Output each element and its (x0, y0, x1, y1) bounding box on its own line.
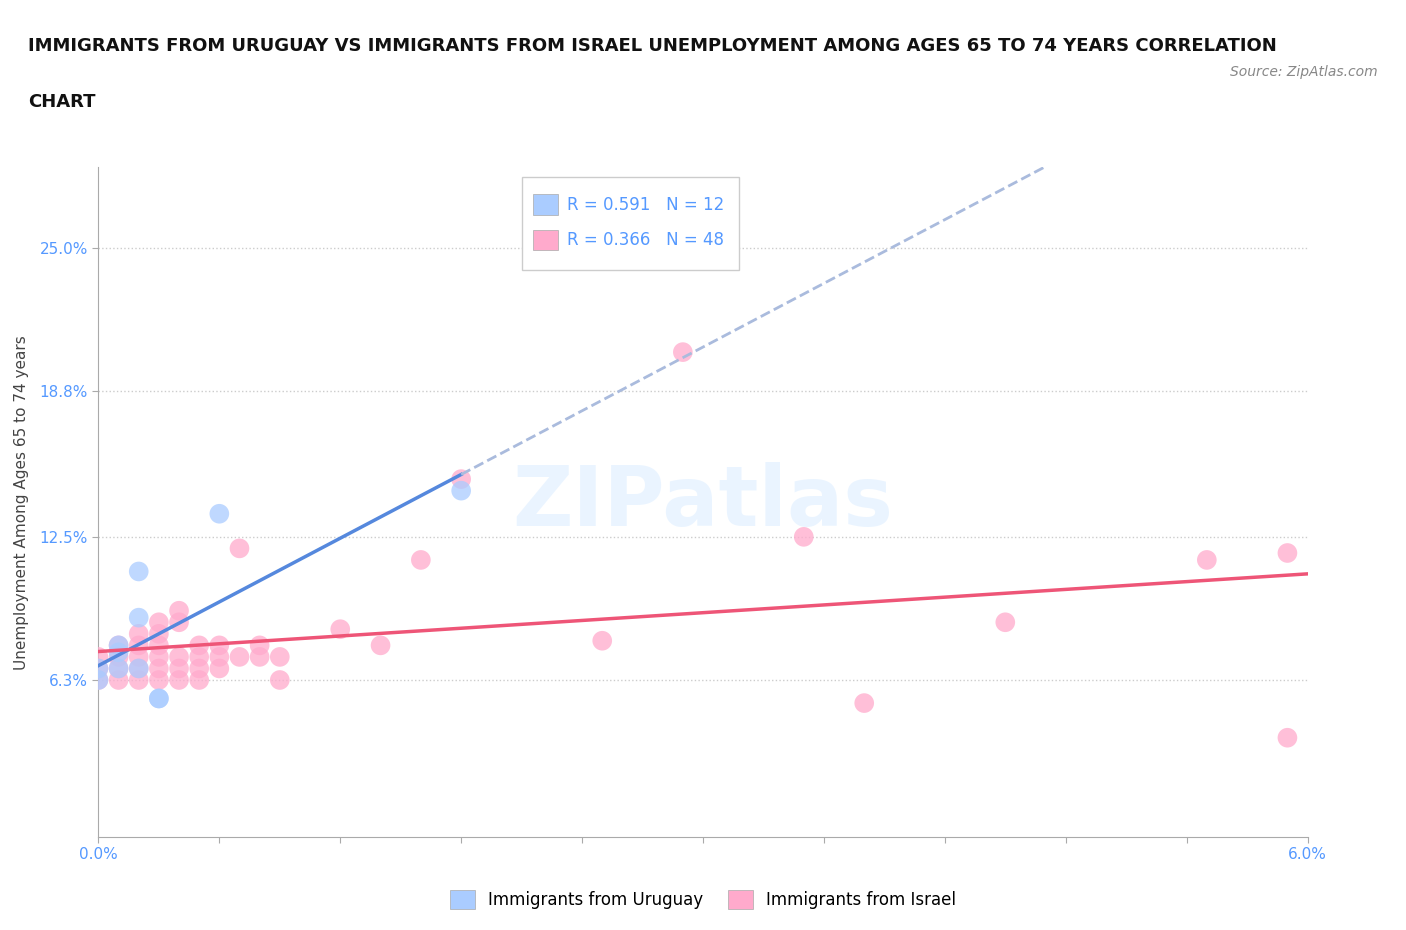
Point (188, 638, 211, 653)
Point (107, 638, 129, 653)
Point (87, 661, 110, 676)
Text: CHART: CHART (28, 93, 96, 111)
Point (208, 661, 231, 676)
Point (409, 552, 432, 567)
Point (450, 484, 472, 498)
Point (228, 649, 250, 664)
Point (148, 691, 170, 706)
Point (148, 638, 170, 653)
Point (148, 661, 170, 676)
Text: ZIPatlas: ZIPatlas (513, 461, 893, 543)
Point (148, 615, 170, 630)
Legend: Immigrants from Uruguay, Immigrants from Israel: Immigrants from Uruguay, Immigrants from… (443, 884, 963, 916)
Point (148, 691, 170, 706)
Text: R = 0.366   N = 48: R = 0.366 N = 48 (567, 231, 724, 249)
Point (87, 672, 110, 687)
Point (167, 649, 190, 664)
Point (128, 661, 150, 676)
Point (329, 622, 352, 637)
Point (1195, 552, 1218, 567)
Point (167, 604, 190, 618)
Point (1277, 730, 1299, 745)
Point (87, 672, 110, 687)
Point (188, 672, 211, 687)
Point (1277, 546, 1299, 561)
Point (128, 610, 150, 625)
Text: IMMIGRANTS FROM URUGUAY VS IMMIGRANTS FROM ISRAEL UNEMPLOYMENT AMONG AGES 65 TO : IMMIGRANTS FROM URUGUAY VS IMMIGRANTS FR… (28, 37, 1277, 55)
Point (167, 615, 190, 630)
Point (148, 627, 170, 642)
Point (208, 638, 231, 653)
Point (188, 661, 211, 676)
Point (148, 672, 170, 687)
Point (87, 661, 110, 676)
Point (107, 672, 129, 687)
Point (591, 633, 613, 648)
Point (450, 472, 472, 486)
Point (128, 649, 150, 664)
Point (208, 649, 231, 664)
Point (128, 564, 150, 578)
Point (107, 649, 129, 664)
Point (128, 638, 150, 653)
Point (208, 506, 231, 521)
Point (107, 661, 129, 676)
Point (672, 345, 695, 360)
Point (167, 672, 190, 687)
Text: Source: ZipAtlas.com: Source: ZipAtlas.com (1230, 65, 1378, 79)
Point (148, 649, 170, 664)
Point (107, 638, 129, 653)
Point (167, 661, 190, 676)
Point (107, 644, 129, 659)
Point (370, 638, 392, 653)
Point (128, 661, 150, 676)
Point (87, 649, 110, 664)
Point (269, 672, 291, 687)
Point (249, 638, 271, 653)
Text: R = 0.591   N = 12: R = 0.591 N = 12 (567, 195, 724, 214)
Point (128, 627, 150, 642)
Point (249, 649, 271, 664)
Y-axis label: Unemployment Among Ages 65 to 74 years: Unemployment Among Ages 65 to 74 years (14, 335, 28, 670)
Point (228, 541, 250, 556)
Point (994, 615, 1017, 630)
Point (269, 649, 291, 664)
Point (793, 529, 815, 544)
Point (188, 649, 211, 664)
Point (853, 696, 876, 711)
Point (128, 672, 150, 687)
Point (107, 661, 129, 676)
